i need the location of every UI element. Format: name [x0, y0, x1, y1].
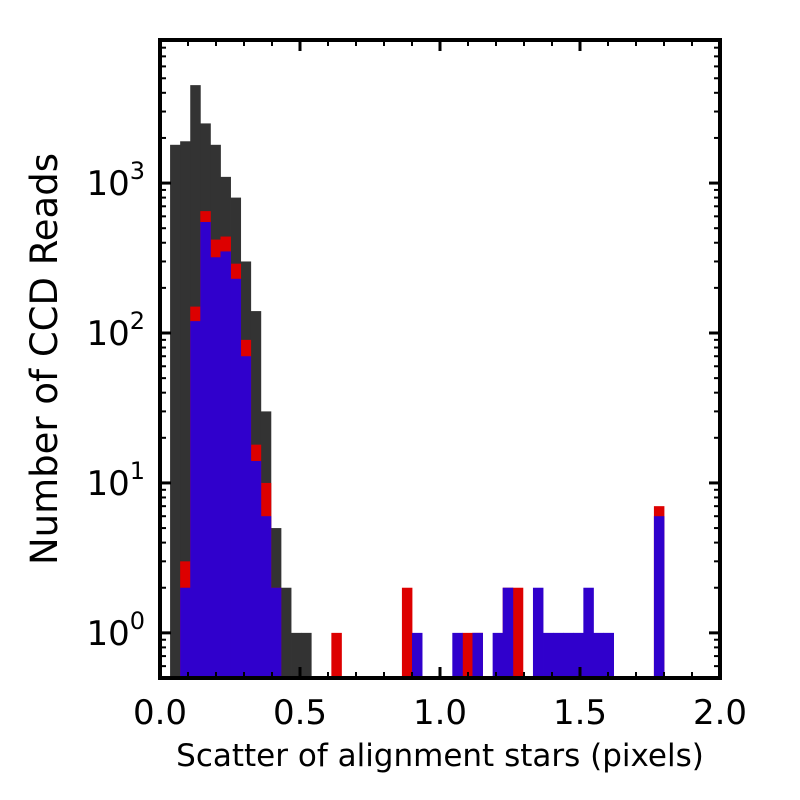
- histogram-bar: [532, 587, 544, 678]
- x-tick-label: 2.0: [693, 693, 747, 733]
- histogram-bar: [583, 587, 594, 678]
- histogram-bar: [512, 587, 524, 678]
- histogram-bar: [270, 587, 282, 678]
- x-tick-label: 0.5: [273, 693, 327, 733]
- x-tick-label: 0.0: [133, 693, 187, 733]
- histogram-bar: [240, 356, 252, 678]
- histogram-bar: [331, 632, 342, 678]
- histogram-bar: [190, 321, 201, 678]
- histogram-bar: [412, 632, 423, 678]
- histogram-bar: [250, 461, 262, 678]
- histogram-bar: [543, 632, 554, 678]
- x-axis-label: Scatter of alignment stars (pixels): [176, 738, 704, 774]
- x-tick-label: 1.0: [413, 693, 467, 733]
- histogram-bar: [653, 516, 665, 678]
- histogram-bar: [200, 222, 211, 678]
- histogram-bar: [573, 632, 584, 678]
- y-tick-label: 100: [86, 607, 145, 654]
- histogram-bar: [452, 632, 463, 678]
- y-axis-label: Number of CCD Reads: [23, 153, 66, 565]
- y-tick-label: 101: [86, 457, 145, 504]
- histogram-bar: [492, 632, 504, 678]
- histogram-bar: [563, 632, 574, 678]
- histogram-bar: [401, 587, 413, 678]
- histogram-bar: [170, 144, 181, 679]
- x-tick-label: 1.5: [553, 693, 607, 733]
- y-tick-labels: 100 101 102 103: [86, 157, 145, 654]
- histogram-bar: [603, 632, 614, 678]
- histogram-bar: [291, 632, 302, 678]
- histogram-bar: [230, 278, 242, 678]
- histogram-bar: [180, 141, 191, 678]
- histogram-bar: [502, 587, 514, 678]
- histogram-bar: [553, 632, 564, 678]
- x-tick-labels: 0.0 0.5 1.0 1.5 2.0: [133, 693, 747, 733]
- histogram-bar: [220, 251, 231, 678]
- plot-frame: [158, 38, 722, 680]
- histogram-bar: [280, 587, 292, 678]
- histogram-bar: [472, 632, 483, 678]
- histogram-bar: [301, 632, 312, 678]
- y-tick-label: 102: [86, 307, 145, 354]
- histogram-bar: [593, 632, 604, 678]
- y-tick-label: 103: [86, 157, 145, 204]
- histogram-bars: [170, 85, 665, 679]
- histogram-bar: [210, 257, 221, 678]
- histogram-bar: [462, 632, 473, 678]
- histogram-bar: [260, 516, 272, 678]
- histogram-bar: [180, 587, 191, 678]
